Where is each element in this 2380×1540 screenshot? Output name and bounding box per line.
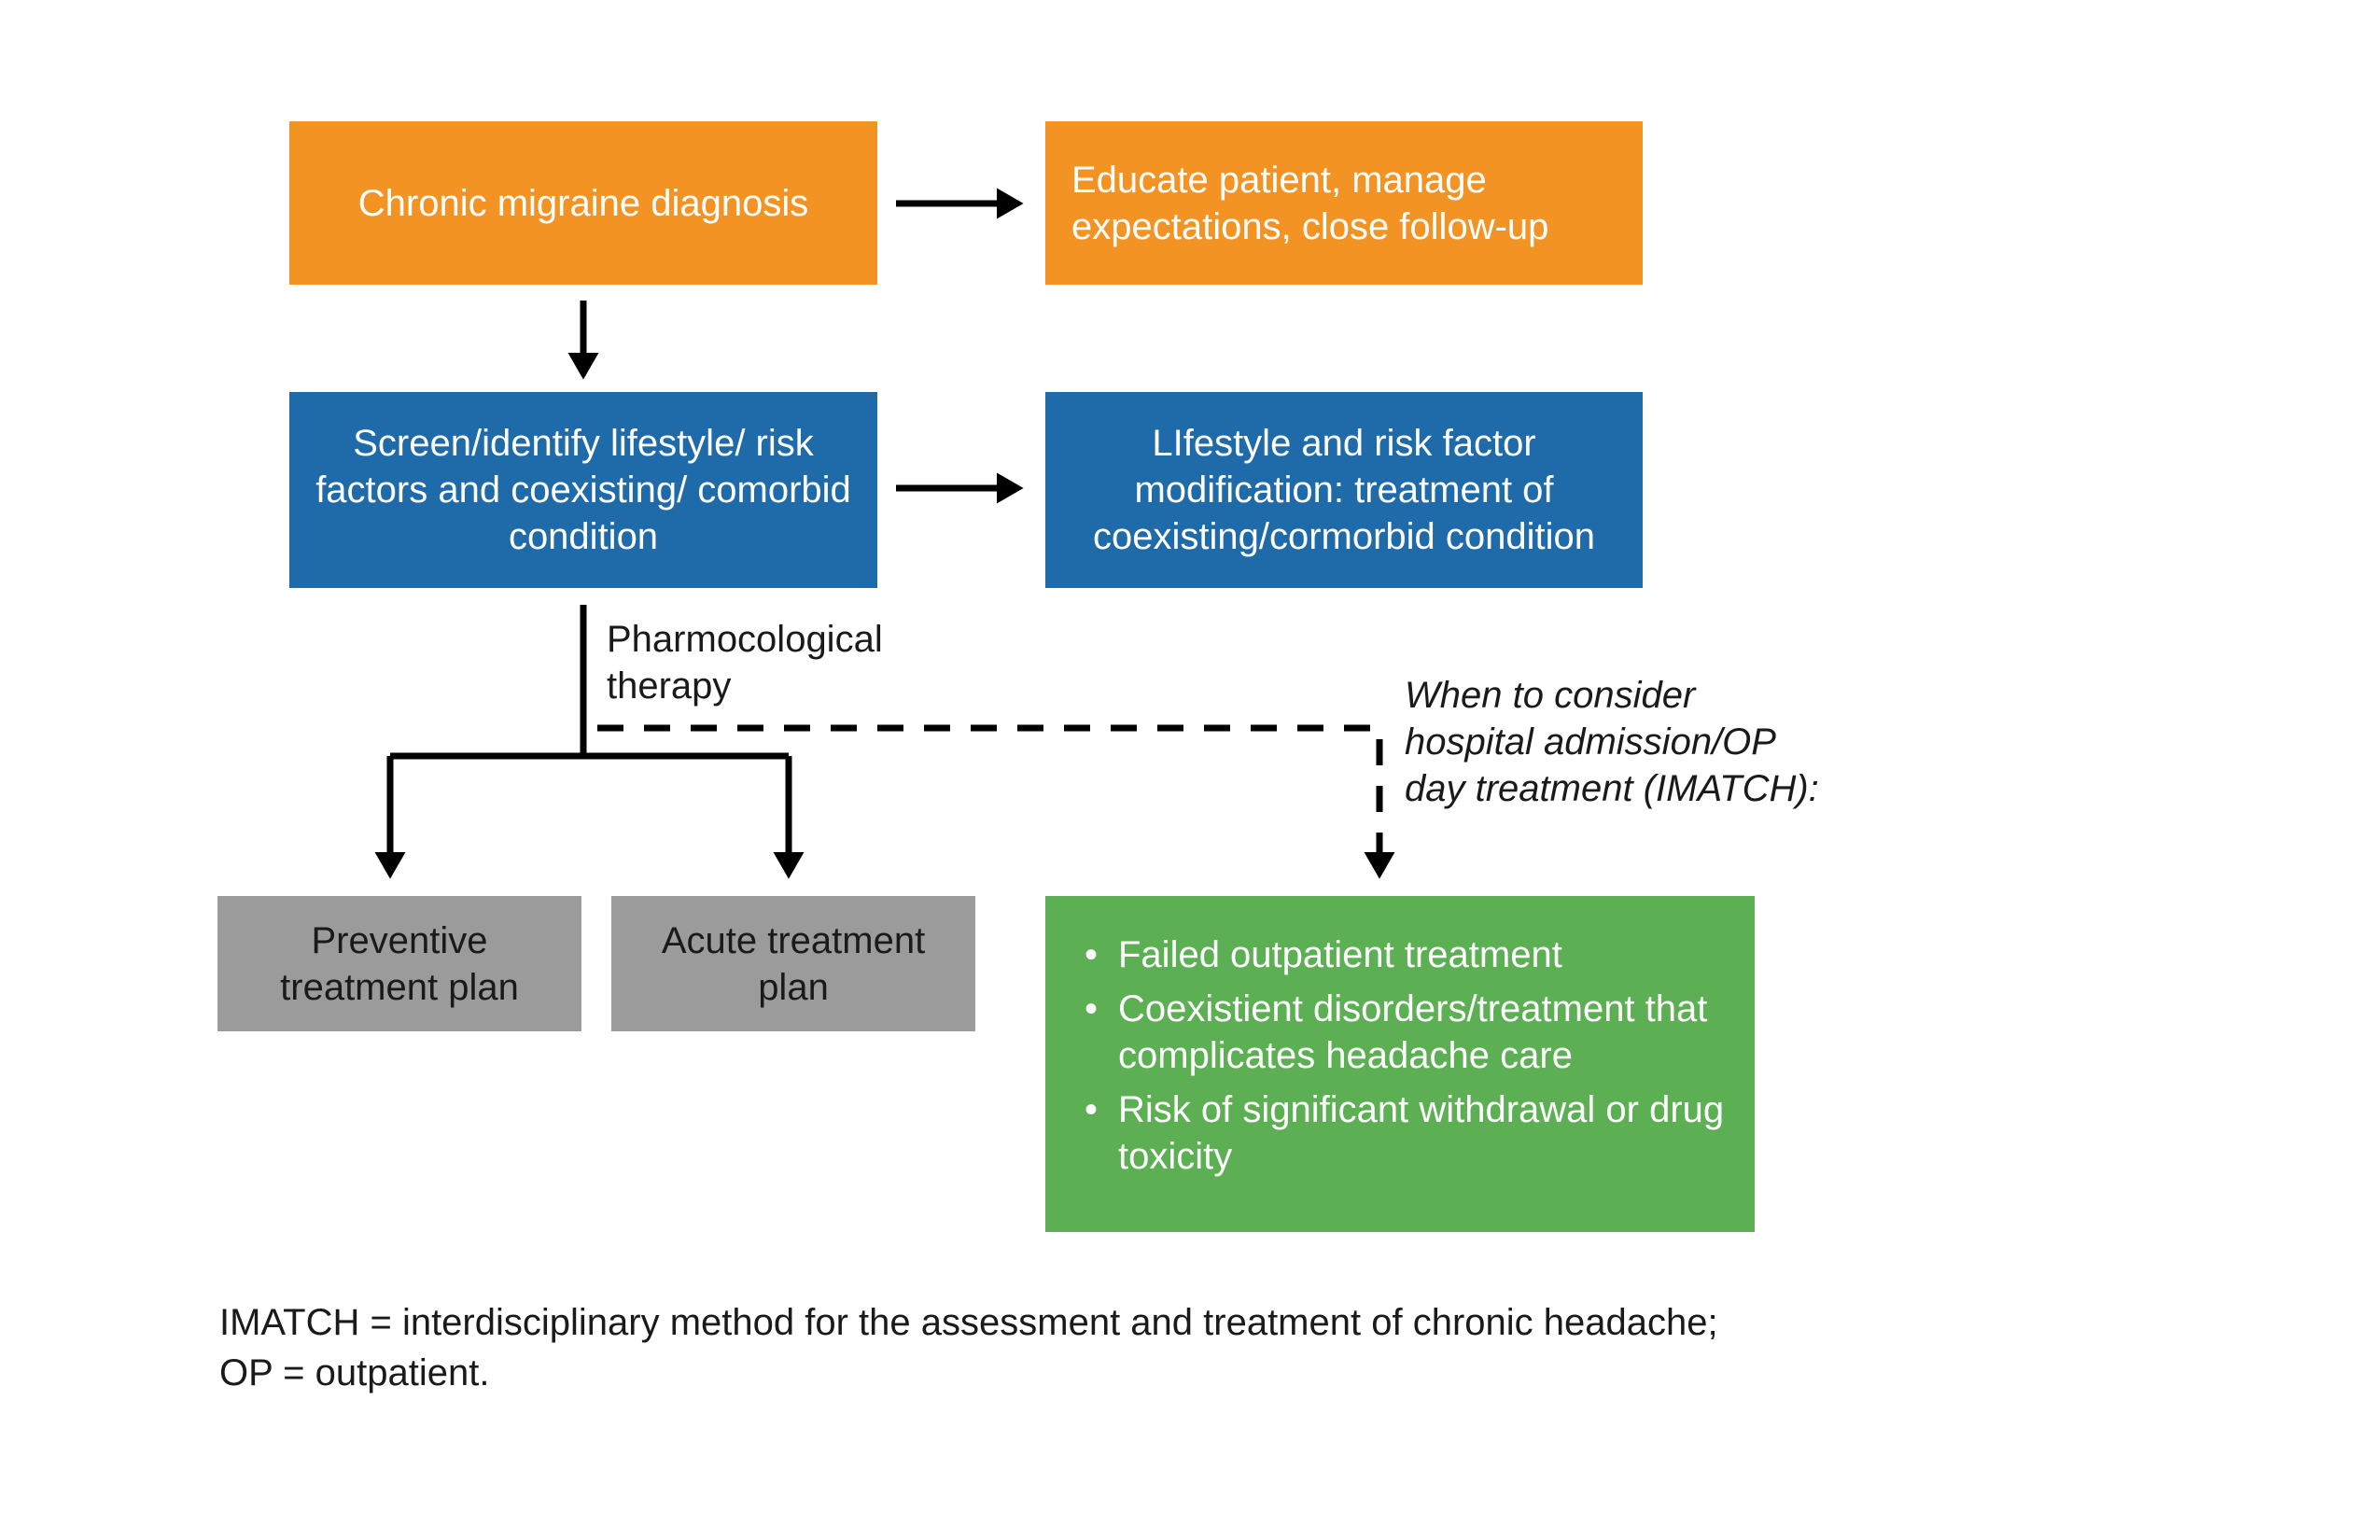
- imatch-bullet-list: Failed outpatient treatment Coexistient d…: [1073, 924, 1727, 1187]
- node-imatch-criteria: Failed outpatient treatment Coexistient d…: [1045, 896, 1755, 1232]
- node-acute-label: Acute treatment plan: [637, 917, 949, 1011]
- node-acute: Acute treatment plan: [611, 896, 975, 1031]
- node-diagnosis: Chronic migraine diagnosis: [289, 121, 877, 285]
- label-when-consider-text: When to consider hospital admission/OP d…: [1405, 672, 1834, 812]
- node-diagnosis-label: Chronic migraine diagnosis: [358, 180, 808, 227]
- node-screen: Screen/identify lifestyle/ risk factors …: [289, 392, 877, 588]
- imatch-bullet: Risk of significant withdrawal or drug t…: [1073, 1086, 1727, 1180]
- label-when-consider: When to consider hospital admission/OP d…: [1405, 672, 1834, 877]
- flowchart-canvas: Chronic migraine diagnosis Educate patie…: [0, 0, 2380, 1540]
- label-pharm-therapy-text: Pharmocological therapy: [607, 616, 1017, 709]
- imatch-bullet: Failed outpatient treatment: [1073, 931, 1727, 978]
- node-screen-label: Screen/identify lifestyle/ risk factors …: [315, 420, 851, 560]
- node-lifestyle: LIfestyle and risk factor modification: …: [1045, 392, 1643, 588]
- footnote: IMATCH = interdisciplinary method for th…: [219, 1297, 1718, 1398]
- label-pharm-therapy: Pharmocological therapy: [607, 635, 1017, 691]
- node-educate-label: Educate patient, manage expectations, cl…: [1071, 157, 1617, 250]
- node-preventive: Preventive treatment plan: [217, 896, 581, 1031]
- node-preventive-label: Preventive treatment plan: [244, 917, 555, 1011]
- footnote-line1: IMATCH = interdisciplinary method for th…: [219, 1297, 1718, 1348]
- node-educate: Educate patient, manage expectations, cl…: [1045, 121, 1643, 285]
- footnote-line2: OP = outpatient.: [219, 1348, 1718, 1398]
- node-lifestyle-label: LIfestyle and risk factor modification: …: [1071, 420, 1617, 560]
- imatch-bullet: Coexistient disorders/treatment that com…: [1073, 986, 1727, 1079]
